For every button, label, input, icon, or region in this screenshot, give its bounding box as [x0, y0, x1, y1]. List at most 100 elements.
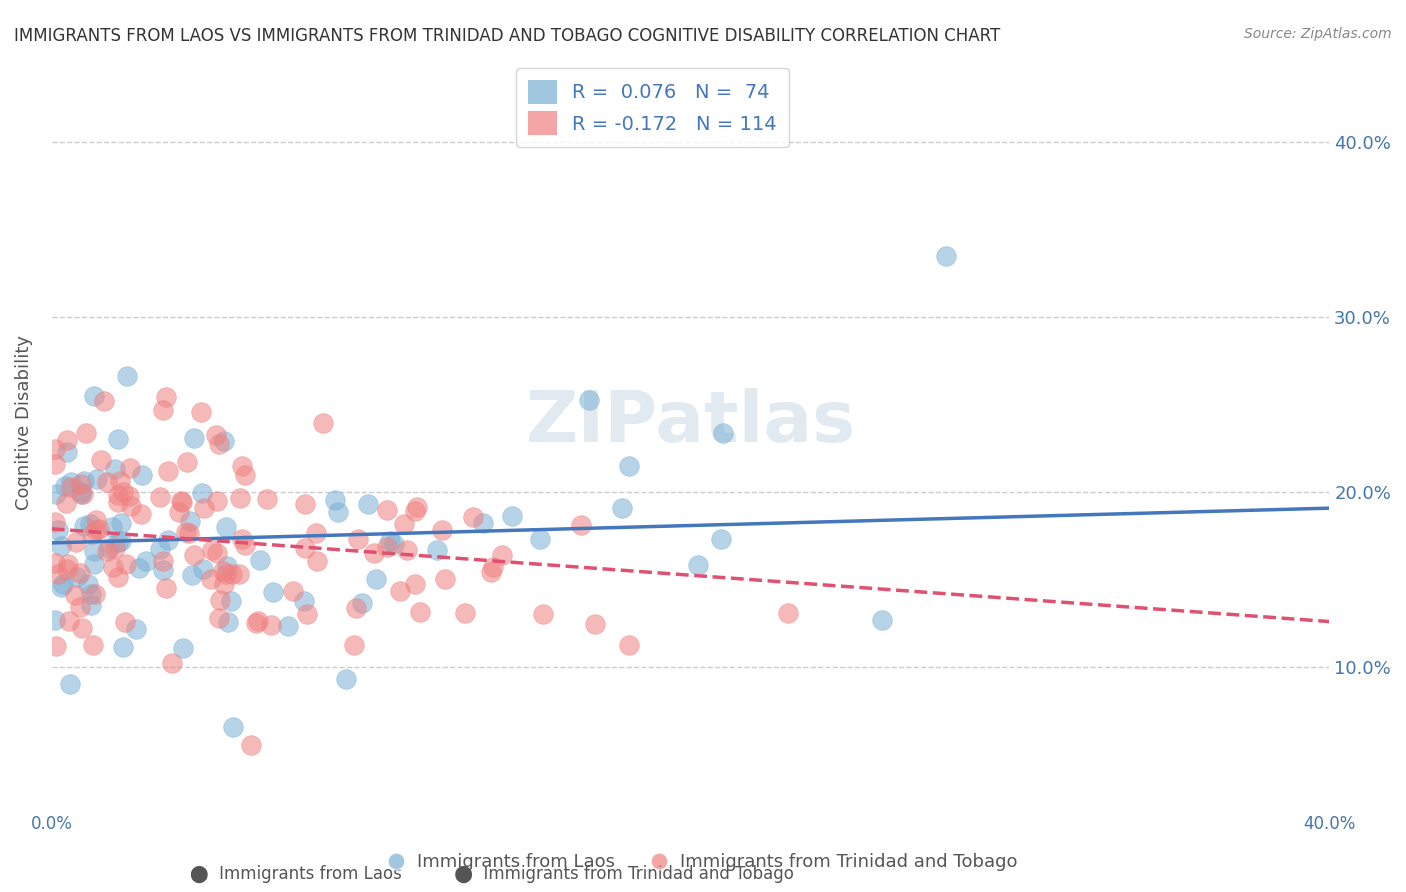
Point	[711, 425, 734, 440]
Point	[305, 554, 328, 568]
Point	[404, 576, 426, 591]
Point	[357, 497, 380, 511]
Point	[128, 561, 150, 575]
Point	[231, 458, 253, 473]
Point	[277, 619, 299, 633]
Point	[118, 460, 141, 475]
Point	[491, 548, 513, 562]
Point	[347, 532, 370, 546]
Point	[335, 673, 357, 687]
Point	[114, 557, 136, 571]
Point	[101, 560, 124, 574]
Point	[86, 524, 108, 538]
Point	[48, 567, 70, 582]
Text: IMMIGRANTS FROM LAOS VS IMMIGRANTS FROM TRINIDAD AND TOBAGO COGNITIVE DISABILITY: IMMIGRANTS FROM LAOS VS IMMIGRANTS FROM …	[14, 27, 1000, 45]
Point	[115, 368, 138, 383]
Point	[389, 583, 412, 598]
Point	[193, 501, 215, 516]
Point	[297, 607, 319, 621]
Point	[239, 738, 262, 752]
Point	[176, 455, 198, 469]
Point	[111, 485, 134, 500]
Point	[157, 464, 180, 478]
Point	[65, 588, 87, 602]
Point	[221, 567, 243, 582]
Y-axis label: Cognitive Disability: Cognitive Disability	[15, 334, 32, 509]
Point	[710, 532, 733, 546]
Point	[48, 523, 70, 537]
Point	[212, 434, 235, 449]
Point	[292, 593, 315, 607]
Point	[610, 500, 633, 515]
Point	[110, 534, 132, 549]
Point	[79, 587, 101, 601]
Point	[70, 487, 93, 501]
Point	[129, 507, 152, 521]
Point	[107, 495, 129, 509]
Point	[212, 564, 235, 578]
Point	[215, 566, 238, 581]
Point	[49, 539, 72, 553]
Point	[174, 525, 197, 540]
Point	[65, 535, 87, 549]
Point	[247, 614, 270, 628]
Point	[44, 613, 66, 627]
Point	[219, 594, 242, 608]
Point	[55, 445, 77, 459]
Point	[101, 520, 124, 534]
Point	[107, 570, 129, 584]
Point	[204, 428, 226, 442]
Point	[69, 599, 91, 614]
Point	[193, 562, 215, 576]
Point	[112, 640, 135, 654]
Legend: Immigrants from Laos, Immigrants from Trinidad and Tobago: Immigrants from Laos, Immigrants from Tr…	[381, 847, 1025, 879]
Point	[44, 457, 66, 471]
Point	[344, 601, 367, 615]
Point	[84, 586, 107, 600]
Point	[135, 554, 157, 568]
Point	[56, 433, 79, 447]
Point	[872, 613, 894, 627]
Point	[53, 479, 76, 493]
Point	[501, 509, 523, 524]
Point	[578, 393, 600, 408]
Point	[72, 486, 94, 500]
Point	[382, 537, 405, 551]
Point	[394, 516, 416, 531]
Text: ZIPatlas: ZIPatlas	[526, 387, 856, 457]
Point	[83, 389, 105, 403]
Point	[396, 543, 419, 558]
Point	[190, 486, 212, 500]
Point	[89, 522, 111, 536]
Point	[69, 566, 91, 580]
Point	[66, 570, 89, 584]
Point	[426, 543, 449, 558]
Point	[167, 505, 190, 519]
Point	[215, 559, 238, 574]
Point	[98, 541, 121, 556]
Point	[107, 432, 129, 446]
Point	[121, 500, 143, 514]
Point	[56, 558, 79, 572]
Point	[430, 523, 453, 537]
Point	[207, 545, 229, 559]
Point	[84, 513, 107, 527]
Point	[131, 468, 153, 483]
Point	[200, 572, 222, 586]
Text: ⬤  Immigrants from Laos          ⬤  Immigrants from Trinidad and Tobago: ⬤ Immigrants from Laos ⬤ Immigrants from…	[190, 865, 794, 883]
Point	[72, 621, 94, 635]
Point	[58, 677, 80, 691]
Point	[75, 425, 97, 440]
Point	[110, 516, 132, 530]
Point	[776, 607, 799, 621]
Point	[363, 546, 385, 560]
Point	[481, 560, 503, 574]
Point	[209, 593, 232, 607]
Point	[454, 606, 477, 620]
Point	[160, 656, 183, 670]
Point	[583, 616, 606, 631]
Point	[52, 576, 75, 591]
Point	[404, 504, 426, 518]
Point	[93, 394, 115, 409]
Point	[201, 542, 224, 557]
